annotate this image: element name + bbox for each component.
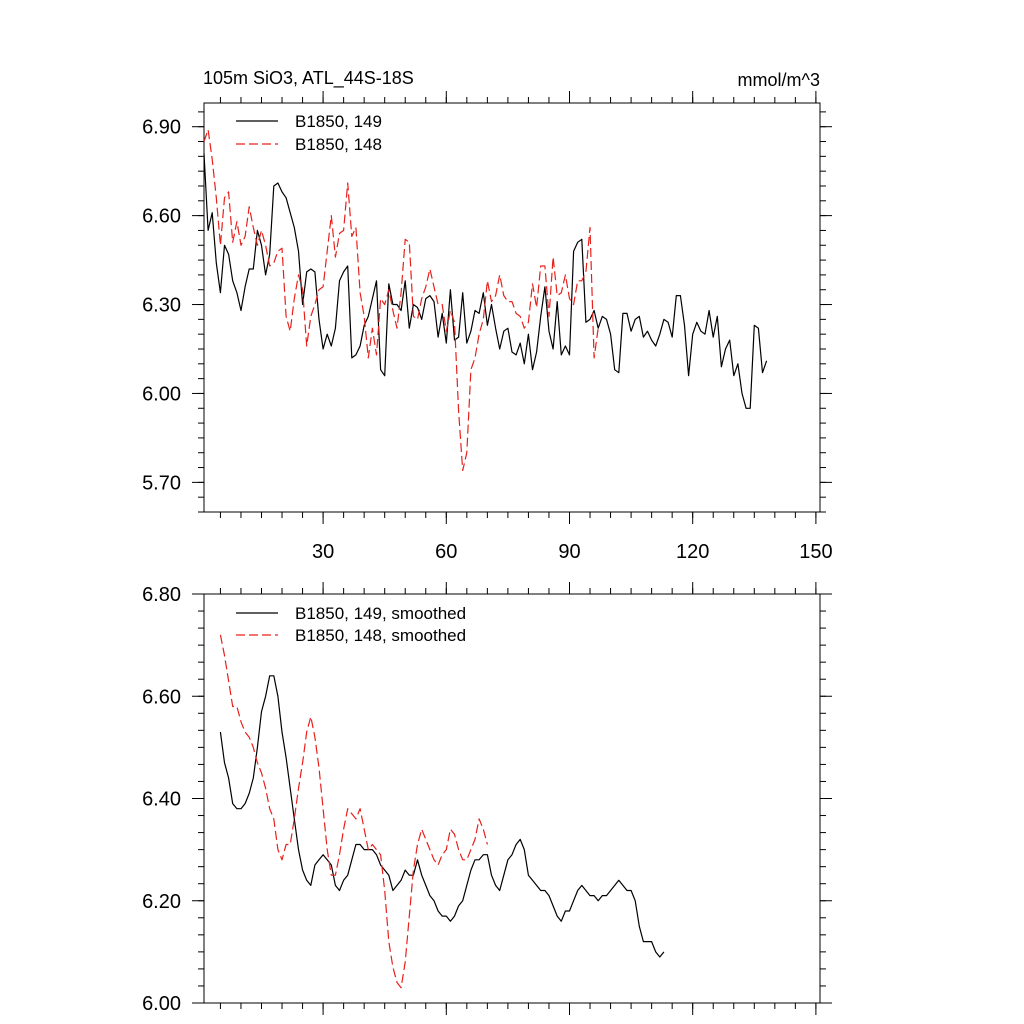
- chart-title: 105m SiO3, ATL_44S-18S: [203, 68, 414, 89]
- y-tick-label: 6.60: [142, 206, 181, 228]
- series-line-149: [219, 675, 665, 958]
- y-tick-label: 6.60: [142, 686, 181, 708]
- plot-frame: [203, 102, 821, 513]
- y-tick-label: 6.40: [142, 789, 181, 811]
- legend-label: B1850, 149: [295, 112, 382, 131]
- x-tick-label: 150: [799, 541, 832, 563]
- y-tick-label: 6.00: [142, 993, 181, 1015]
- bottom-panel: 6.00 6.20 6.40 6.60 6.80 B1850, 149, smoothed…: [142, 582, 832, 1015]
- y-tick-label: 5.70: [142, 472, 181, 494]
- top-panel: 5.70 6.00 6.30 6.60 6.90 30 60 90 120 150 B1850, 1…: [142, 91, 833, 563]
- x-tick-label: 60: [435, 541, 457, 563]
- plot-frame: [203, 593, 821, 1004]
- series-line-148: [219, 634, 488, 989]
- x-tick-label: 120: [676, 541, 709, 563]
- y-tick-label: 6.80: [142, 584, 181, 606]
- series-line-148: [203, 129, 599, 472]
- series-line-149: [203, 153, 768, 409]
- legend-label: B1850, 148: [295, 135, 382, 154]
- x-tick-label: 30: [312, 541, 334, 563]
- y-tick-label: 6.30: [142, 295, 181, 317]
- units-label: mmol/m^3: [738, 70, 820, 90]
- y-tick-label: 6.00: [142, 383, 181, 405]
- y-tick-label: 6.90: [142, 117, 181, 139]
- y-tick-label: 6.20: [142, 891, 181, 913]
- legend-label: B1850, 148, smoothed: [295, 626, 466, 645]
- x-tick-label: 90: [558, 541, 580, 563]
- legend-label: B1850, 149, smoothed: [295, 604, 466, 623]
